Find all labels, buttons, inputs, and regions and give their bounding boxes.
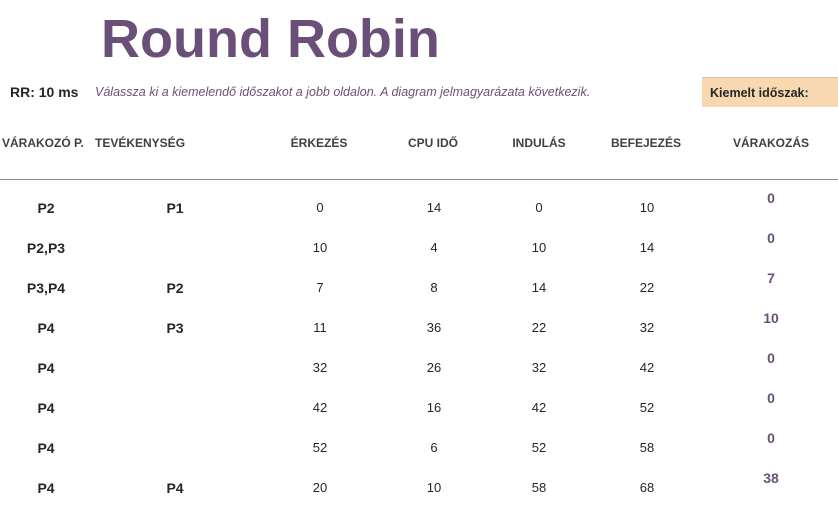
- cell-waiting-processes: P2: [37, 200, 55, 216]
- cell-activity: P3: [166, 320, 184, 336]
- instructions-text: Válassza ki a kiemelendő időszakot a job…: [95, 85, 591, 99]
- cell-start: 52: [531, 440, 547, 455]
- cell-arrival: 20: [312, 480, 328, 495]
- cell-cpu-time: 36: [426, 320, 442, 335]
- cell-finish: 10: [639, 200, 655, 215]
- cell-start: 14: [531, 280, 547, 295]
- page-title: Round Robin: [101, 9, 440, 69]
- cell-waiting-processes: P2,P3: [26, 240, 66, 256]
- table-row: P4 42 16 42 52 0: [0, 390, 838, 440]
- cell-activity: P1: [166, 200, 184, 216]
- header-finish: BEFEJEZÉS: [610, 136, 682, 150]
- cell-cpu-time: 6: [430, 440, 438, 455]
- cell-arrival: 11: [313, 320, 327, 335]
- cell-finish: 22: [639, 280, 655, 295]
- cell-waiting-processes: P4: [37, 400, 55, 416]
- cell-start: 0: [535, 200, 543, 215]
- cell-waiting-time: 10: [763, 310, 779, 326]
- table-row: P2 P1 0 14 0 10 0: [0, 190, 838, 240]
- table-row: P4 32 26 32 42 0: [0, 350, 838, 400]
- header-cpu-time: CPU IDŐ: [407, 136, 459, 150]
- cell-waiting-processes: P4: [37, 360, 55, 376]
- cell-arrival: 10: [312, 240, 328, 255]
- cell-start: 10: [531, 240, 547, 255]
- cell-start: 58: [531, 480, 547, 495]
- cell-cpu-time: 10: [426, 480, 442, 495]
- header-start: INDULÁS: [512, 136, 566, 150]
- cell-arrival: 32: [312, 360, 328, 375]
- cell-cpu-time: 16: [426, 400, 442, 415]
- header-activity: TEVÉKENYSÉG: [95, 136, 186, 150]
- cell-waiting-processes: P4: [37, 320, 55, 336]
- cell-waiting-time: 0: [767, 430, 775, 446]
- cell-activity: P2: [166, 280, 184, 296]
- cell-start: 22: [531, 320, 547, 335]
- cell-waiting-time: 38: [763, 470, 779, 486]
- cell-arrival: 7: [316, 280, 324, 295]
- table-row: P4 52 6 52 58 0: [0, 430, 838, 480]
- table-row: P4 P4 20 10 58 68 38: [0, 470, 838, 520]
- cell-finish: 58: [639, 440, 655, 455]
- cell-waiting-time: 0: [767, 230, 775, 246]
- cell-finish: 52: [639, 400, 655, 415]
- rr-quantum-label: RR: 10 ms: [10, 84, 79, 100]
- cell-cpu-time: 4: [430, 240, 438, 255]
- cell-cpu-time: 14: [426, 200, 442, 215]
- cell-cpu-time: 8: [430, 280, 438, 295]
- cell-arrival: 42: [312, 400, 328, 415]
- cell-finish: 14: [639, 240, 655, 255]
- cell-waiting-time: 0: [767, 390, 775, 406]
- cell-activity: P4: [166, 480, 184, 496]
- header-divider: [0, 179, 838, 180]
- table-row: P2,P3 10 4 10 14 0: [0, 230, 838, 280]
- cell-finish: 32: [639, 320, 655, 335]
- cell-waiting-processes: P3,P4: [26, 280, 66, 296]
- cell-waiting-processes: P4: [37, 480, 55, 496]
- table-row: P3,P4 P2 7 8 14 22 7: [0, 270, 838, 320]
- highlight-period-cell[interactable]: Kiemelt időszak:: [702, 77, 838, 107]
- cell-start: 32: [531, 360, 547, 375]
- highlight-period-label: Kiemelt időszak:: [710, 85, 809, 100]
- cell-arrival: 52: [312, 440, 328, 455]
- header-arrival: ÉRKEZÉS: [290, 136, 348, 150]
- cell-cpu-time: 26: [426, 360, 442, 375]
- cell-waiting-time: 7: [767, 270, 775, 286]
- cell-arrival: 0: [316, 200, 324, 215]
- cell-waiting-processes: P4: [37, 440, 55, 456]
- cell-start: 42: [531, 400, 547, 415]
- cell-finish: 68: [639, 480, 655, 495]
- header-waiting-processes: VÁRAKOZÓ P.: [2, 136, 84, 150]
- cell-waiting-time: 0: [767, 350, 775, 366]
- table-row: P4 P3 11 36 22 32 10: [0, 310, 838, 360]
- cell-waiting-time: 0: [767, 190, 775, 206]
- cell-finish: 42: [639, 360, 655, 375]
- header-waiting-time: VÁRAKOZÁS: [732, 136, 810, 150]
